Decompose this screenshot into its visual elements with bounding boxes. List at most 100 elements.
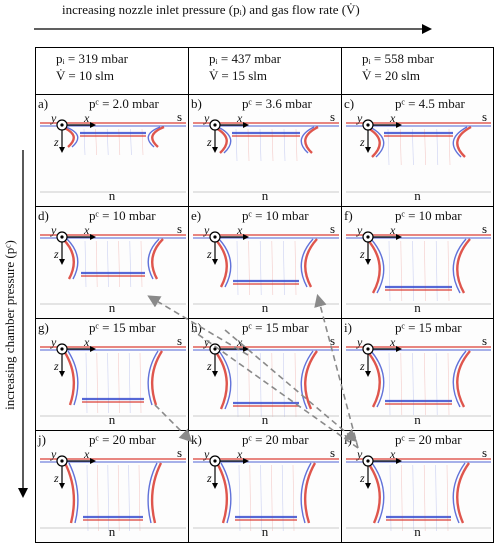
marker-s: s bbox=[176, 333, 182, 348]
axis-y-label: y bbox=[357, 335, 363, 349]
axis-z-label: z bbox=[360, 471, 365, 485]
axis-x-label: x bbox=[237, 447, 243, 461]
axis-y-label: y bbox=[51, 111, 57, 125]
flow-streak bbox=[294, 352, 297, 418]
panel-label: k) bbox=[191, 432, 202, 447]
left-shock-red bbox=[62, 238, 75, 280]
panel-label: g) bbox=[38, 320, 49, 335]
chamber-pressure-label: pᶜ = 3.6 mbar bbox=[242, 96, 312, 111]
flow-streak bbox=[130, 128, 132, 156]
chamber-pressure-label: pᶜ = 20 mbar bbox=[395, 432, 462, 447]
right-shock-red bbox=[304, 125, 319, 154]
flow-streak bbox=[292, 464, 295, 532]
flow-panel-d: d) pᶜ = 10 mbar s n y x z bbox=[35, 206, 189, 319]
flow-streak bbox=[283, 240, 285, 296]
flow-streak bbox=[424, 352, 426, 416]
marker-s: s bbox=[176, 221, 182, 236]
right-shock-red bbox=[303, 462, 317, 524]
axis-y-label: y bbox=[204, 447, 210, 461]
flow-panel-j: j) pᶜ = 20 mbar s n y x z bbox=[35, 430, 189, 543]
right-shock-red bbox=[456, 462, 470, 524]
flow-streak bbox=[83, 128, 86, 156]
chamber-pressure-label: pᶜ = 15 mbar bbox=[89, 320, 156, 335]
coordinate-axes-icon bbox=[362, 455, 402, 489]
marker-n: n bbox=[261, 300, 269, 315]
axis-y-label: y bbox=[204, 111, 210, 125]
axis-z-label: z bbox=[360, 247, 365, 261]
left-shock-blue bbox=[217, 126, 232, 154]
panel-label: d) bbox=[38, 208, 49, 223]
flow-streak bbox=[446, 464, 449, 532]
flow-streak bbox=[435, 240, 438, 302]
panel-label: c) bbox=[344, 96, 355, 111]
chamber-pressure-label: pᶜ = 15 mbar bbox=[242, 320, 309, 335]
flow-panel-c: c) pᶜ = 4.5 mbar s n y x z bbox=[341, 94, 494, 207]
chamber-pressure-label: pᶜ = 10 mbar bbox=[395, 208, 462, 223]
right-shock-blue bbox=[452, 238, 467, 294]
left-shock-blue bbox=[68, 462, 79, 524]
column-header-2: pᵢ = 437 mbar V̇ = 15 slm bbox=[188, 47, 342, 95]
flow-streak bbox=[389, 464, 392, 532]
marker-s: s bbox=[176, 109, 182, 124]
right-shock-blue bbox=[452, 350, 467, 408]
flow-streak bbox=[118, 128, 121, 156]
axis-x-label: x bbox=[84, 335, 90, 349]
right-shock-red bbox=[304, 238, 318, 288]
panel-grid: pᵢ = 319 mbar V̇ = 10 slm pᵢ = 437 mbar … bbox=[35, 47, 494, 545]
marker-n: n bbox=[414, 188, 421, 203]
left-shock-blue bbox=[371, 462, 385, 524]
flow-streak bbox=[238, 464, 241, 532]
schlieren-image bbox=[40, 234, 186, 305]
flow-streak bbox=[295, 128, 298, 162]
panel-label: f) bbox=[344, 208, 353, 223]
axis-y-label: y bbox=[51, 223, 57, 237]
chamber-pressure-label: pᶜ = 10 mbar bbox=[242, 208, 309, 223]
flow-streak bbox=[96, 352, 99, 414]
flow-streak bbox=[271, 464, 273, 532]
top-axis-label: increasing nozzle inlet pressure (pᵢ) an… bbox=[62, 2, 360, 17]
flow-panel-i: i) pᶜ = 15 mbar s n y x z bbox=[341, 318, 494, 431]
down-arrow-icon bbox=[18, 150, 28, 498]
flow-streak bbox=[138, 464, 141, 532]
marker-n: n bbox=[414, 524, 421, 539]
marker-n: n bbox=[261, 524, 269, 539]
flow-streak bbox=[400, 352, 403, 416]
flow-streak bbox=[97, 464, 99, 532]
flow-streak bbox=[260, 464, 262, 532]
column-header-3: pᵢ = 558 mbar V̇ = 20 slm bbox=[341, 47, 494, 95]
marker-s: s bbox=[481, 221, 487, 236]
flow-streak bbox=[294, 240, 297, 296]
axis-x-label: x bbox=[390, 223, 396, 237]
axis-y-label: y bbox=[204, 223, 210, 237]
axis-y-label: y bbox=[51, 335, 57, 349]
marker-s: s bbox=[329, 221, 335, 236]
coordinate-axes-icon bbox=[56, 231, 96, 265]
flow-streak bbox=[424, 240, 426, 302]
column-header-flow: V̇ = 10 slm bbox=[56, 68, 115, 83]
right-shock-blue bbox=[147, 462, 158, 524]
axis-y-label: y bbox=[357, 223, 363, 237]
flow-streak bbox=[283, 352, 285, 418]
flow-streak bbox=[424, 128, 426, 166]
left-shock-blue bbox=[369, 126, 385, 158]
column-header-flow: V̇ = 20 slm bbox=[362, 68, 421, 83]
marker-s: s bbox=[481, 109, 487, 124]
schlieren-image bbox=[40, 458, 186, 532]
left-shock-red bbox=[63, 462, 76, 524]
flow-streak bbox=[387, 128, 390, 166]
flow-streak bbox=[400, 240, 403, 302]
right-shock-blue bbox=[452, 462, 466, 524]
flow-streak bbox=[259, 240, 262, 296]
coordinate-axes-icon bbox=[209, 231, 249, 265]
column-header-pressure: pᵢ = 558 mbar bbox=[362, 51, 434, 66]
marker-n: n bbox=[261, 188, 269, 203]
coordinate-axes-icon bbox=[209, 455, 249, 489]
marker-n: n bbox=[108, 524, 116, 539]
flow-streak bbox=[436, 128, 439, 166]
left-shock-blue bbox=[220, 462, 232, 524]
flow-panel-k: k) pᶜ = 20 mbar s n y x z bbox=[188, 430, 342, 543]
chamber-pressure-label: pᶜ = 20 mbar bbox=[89, 432, 156, 447]
marker-n: n bbox=[108, 300, 116, 315]
axis-z-label: z bbox=[360, 359, 365, 373]
flow-streak bbox=[435, 352, 438, 416]
